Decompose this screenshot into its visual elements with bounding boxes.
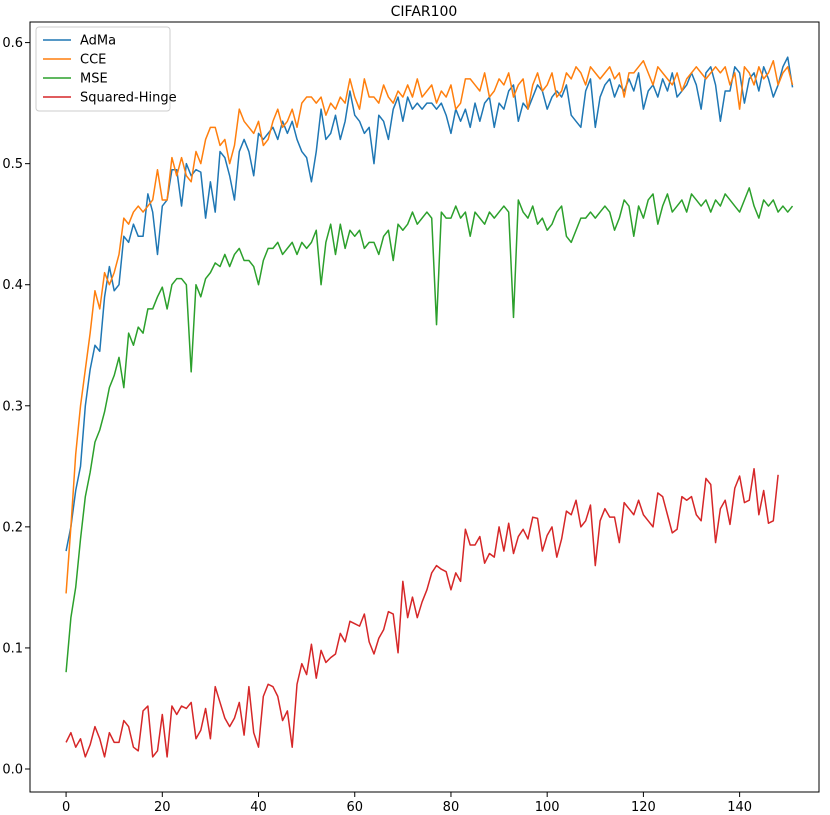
x-tick-label: 100 <box>535 800 560 815</box>
series-line-squared-hinge <box>65 468 779 758</box>
y-tick-label: 0.1 <box>2 641 23 656</box>
x-tick-label: 80 <box>443 800 460 815</box>
y-tick-label: 0.3 <box>2 399 23 414</box>
x-tick-label: 40 <box>250 800 267 815</box>
series-line-adma <box>65 56 794 552</box>
legend-label-mse: MSE <box>80 72 108 87</box>
x-tick-label: 60 <box>346 800 363 815</box>
series-line-cce <box>65 59 794 594</box>
legend-box <box>35 26 171 112</box>
axis-frame <box>29 21 820 793</box>
legend: AdMa CCE MSE Squared-Hinge <box>35 26 177 112</box>
legend-label-adma: AdMa <box>80 34 116 49</box>
y-tick-label: 0.4 <box>2 278 23 293</box>
legend-label-cce: CCE <box>80 53 106 68</box>
x-tick-label: 140 <box>727 800 752 815</box>
series-line-mse <box>65 187 794 673</box>
plot-area <box>65 56 794 758</box>
y-tick-label: 0.2 <box>2 520 23 535</box>
x-tick-label: 20 <box>154 800 171 815</box>
x-axis: 0 20 40 60 80 100 120 140 <box>62 792 752 815</box>
legend-label-squared-hinge: Squared-Hinge <box>80 91 177 106</box>
x-tick-label: 0 <box>62 800 70 815</box>
chart-title: CIFAR100 <box>391 4 458 20</box>
y-tick-label: 0.5 <box>2 157 23 172</box>
plot-frame <box>29 21 820 793</box>
y-tick-label: 0.0 <box>2 762 23 777</box>
y-tick-label: 0.6 <box>2 36 23 51</box>
y-axis: 0.0 0.1 0.2 0.3 0.4 0.5 0.6 <box>2 36 30 777</box>
x-tick-label: 120 <box>631 800 656 815</box>
